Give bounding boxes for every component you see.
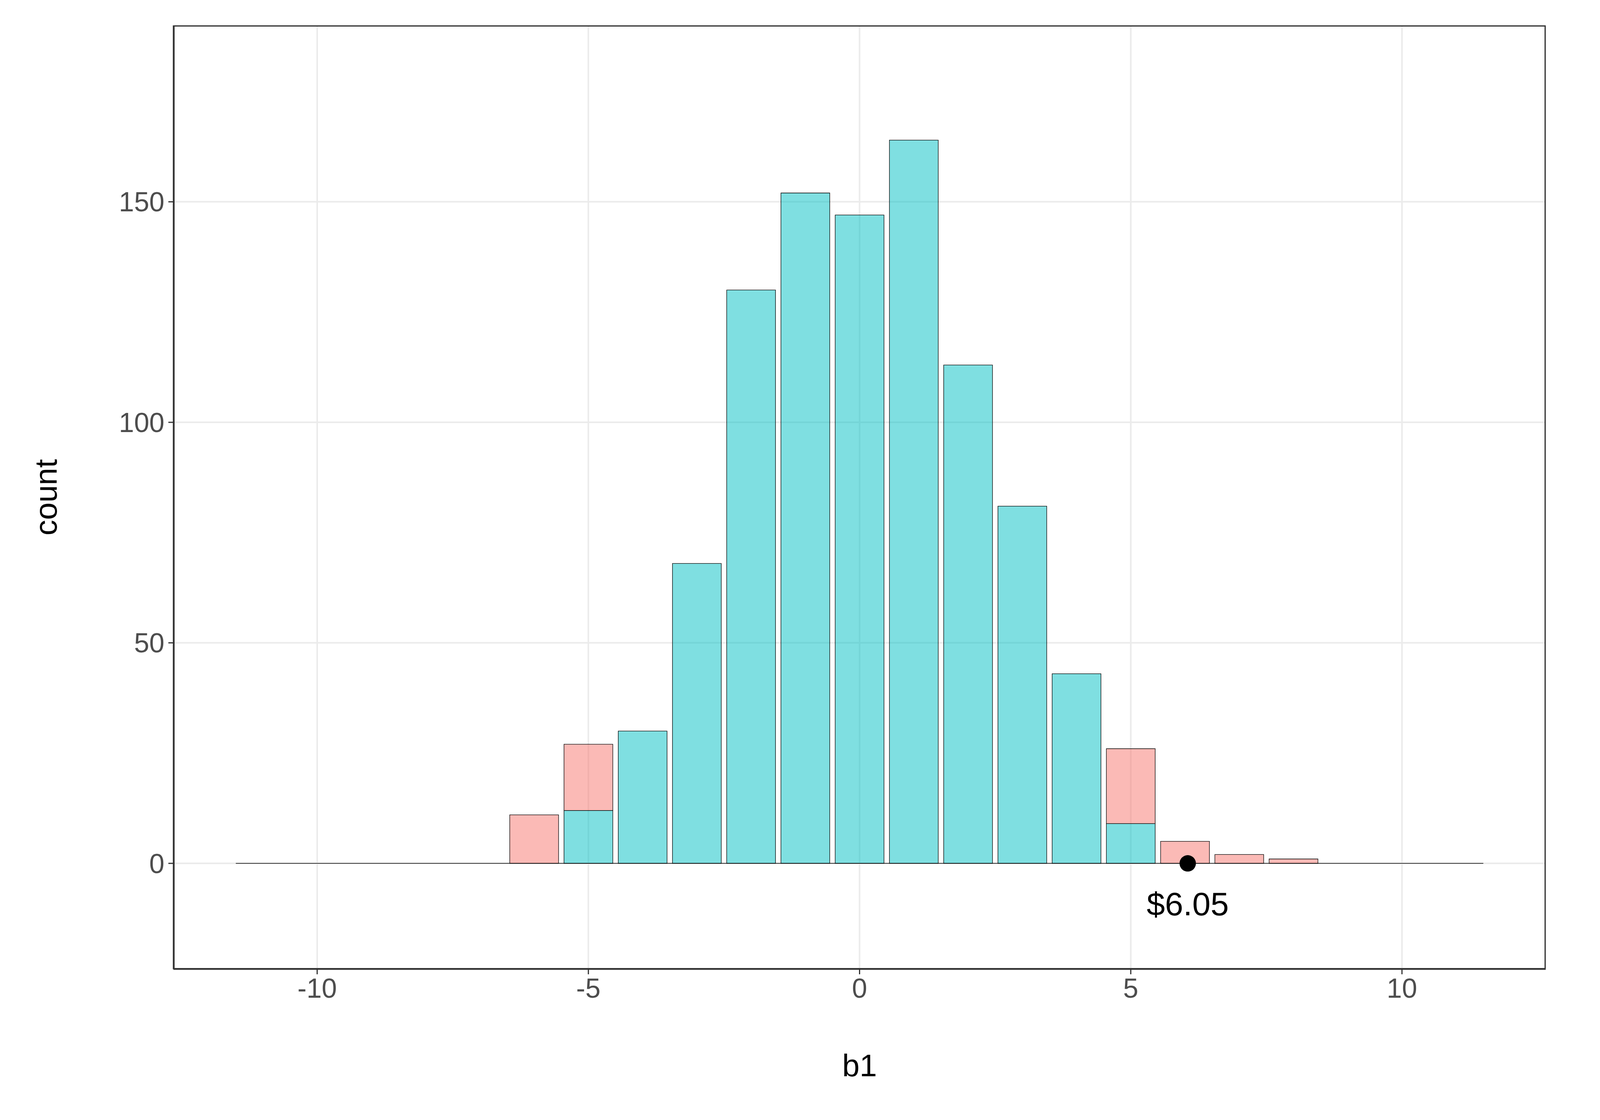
svg-text:0: 0	[851, 973, 868, 1004]
html-text:b1: b1	[842, 1048, 877, 1083]
svg-text:10: 10	[1386, 973, 1418, 1004]
svg-text:-5: -5	[576, 973, 601, 1004]
svg-text:0: 0	[149, 848, 165, 879]
svg-text:50: 50	[133, 627, 165, 659]
svg-text:$6.05: $6.05	[1146, 885, 1229, 923]
svg-text:-10: -10	[297, 973, 337, 1004]
svg-text:100: 100	[118, 407, 165, 438]
html-text:count: count	[28, 459, 64, 536]
svg-text:5: 5	[1123, 973, 1139, 1004]
svg-text:150: 150	[118, 186, 165, 218]
